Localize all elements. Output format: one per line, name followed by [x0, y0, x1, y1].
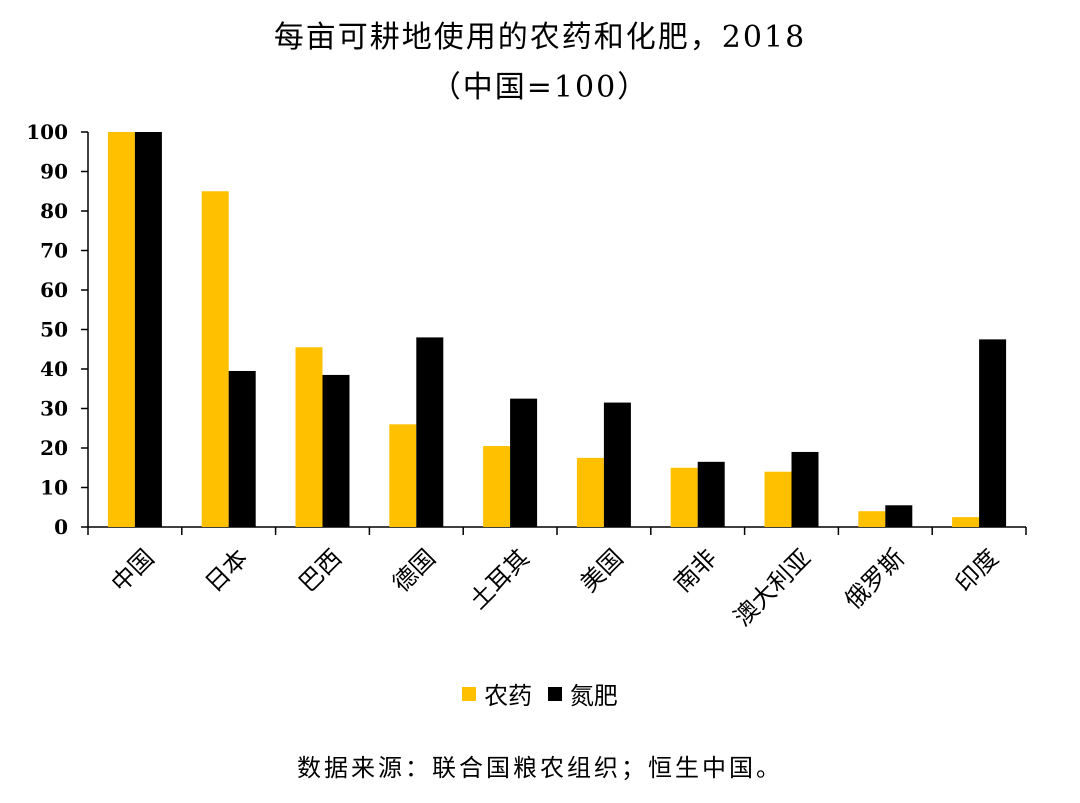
bar-nitrogen: [979, 339, 1007, 527]
x-axis: 中国 日本 巴西 德国 土耳其 美国 南非 澳大利亚 俄罗斯 印度: [87, 526, 1027, 632]
bar-pesticide: [389, 424, 417, 527]
x-category-label: 印度: [950, 544, 1004, 598]
y-tick-label: 50: [40, 318, 68, 342]
bar-chart: 0 10 20 30 40 50 60 70 80 90 100 中国 日本 巴西 德国 土耳其 美国 南非 澳大…: [26, 120, 1027, 632]
bar-pesticide: [670, 467, 698, 527]
legend-item-pesticide: 农药: [462, 676, 532, 711]
chart-title: 每亩可耕地使用的农药和化肥，2018: [273, 20, 807, 55]
bar-pesticide: [952, 517, 980, 527]
y-tick-label: 70: [40, 239, 68, 263]
y-tick-label: 10: [40, 476, 68, 500]
bar-pesticide: [295, 347, 323, 527]
bars: [107, 132, 1007, 527]
bar-nitrogen: [416, 337, 444, 527]
y-tick-label: 80: [40, 199, 68, 223]
legend-swatch-nitrogen: [547, 686, 562, 701]
bar-pesticide: [483, 446, 511, 527]
y-tick-label: 40: [40, 357, 68, 381]
x-category-label: 巴西: [293, 544, 347, 598]
legend-label-nitrogen: 氮肥: [569, 682, 618, 710]
bar-nitrogen: [603, 402, 631, 527]
y-tick-label: 90: [40, 160, 68, 184]
x-category-label: 中国: [106, 544, 160, 598]
x-category-label: 俄罗斯: [839, 544, 910, 615]
x-category-label: 美国: [575, 544, 629, 598]
y-tick-label: 60: [40, 278, 68, 302]
bar-nitrogen: [885, 505, 913, 527]
x-category-label: 南非: [669, 544, 723, 598]
y-axis: 0 10 20 30 40 50 60 70 80 90 100: [26, 120, 89, 539]
legend-item-nitrogen: 氮肥: [547, 676, 618, 711]
chart-subtitle: （中国=100）: [430, 70, 650, 105]
bar-pesticide: [858, 511, 886, 527]
bar-nitrogen: [322, 374, 350, 527]
y-tick-label: 20: [40, 436, 68, 460]
y-tick-label: 100: [26, 120, 68, 144]
bar-pesticide: [201, 191, 229, 527]
bar-nitrogen: [510, 398, 538, 527]
legend-swatch-pesticide: [462, 686, 477, 701]
bar-nitrogen: [697, 461, 725, 527]
x-category-label: 德国: [387, 544, 441, 598]
x-category-label: 澳大利亚: [729, 544, 817, 632]
bar-nitrogen: [134, 132, 162, 527]
bar-nitrogen: [791, 451, 819, 527]
x-category-label: 日本: [200, 544, 254, 598]
legend-label-pesticide: 农药: [484, 682, 533, 710]
bar-pesticide: [107, 132, 135, 527]
x-category-label: 土耳其: [464, 544, 535, 615]
bar-pesticide: [576, 457, 604, 527]
y-tick-label: 0: [54, 515, 68, 539]
bar-pesticide: [764, 471, 792, 527]
bar-nitrogen: [228, 370, 256, 527]
source-note: 数据来源：联合国粮农组织；恒生中国。: [297, 754, 783, 782]
y-tick-label: 30: [40, 397, 68, 421]
legend: 农药 氮肥: [0, 676, 1080, 711]
